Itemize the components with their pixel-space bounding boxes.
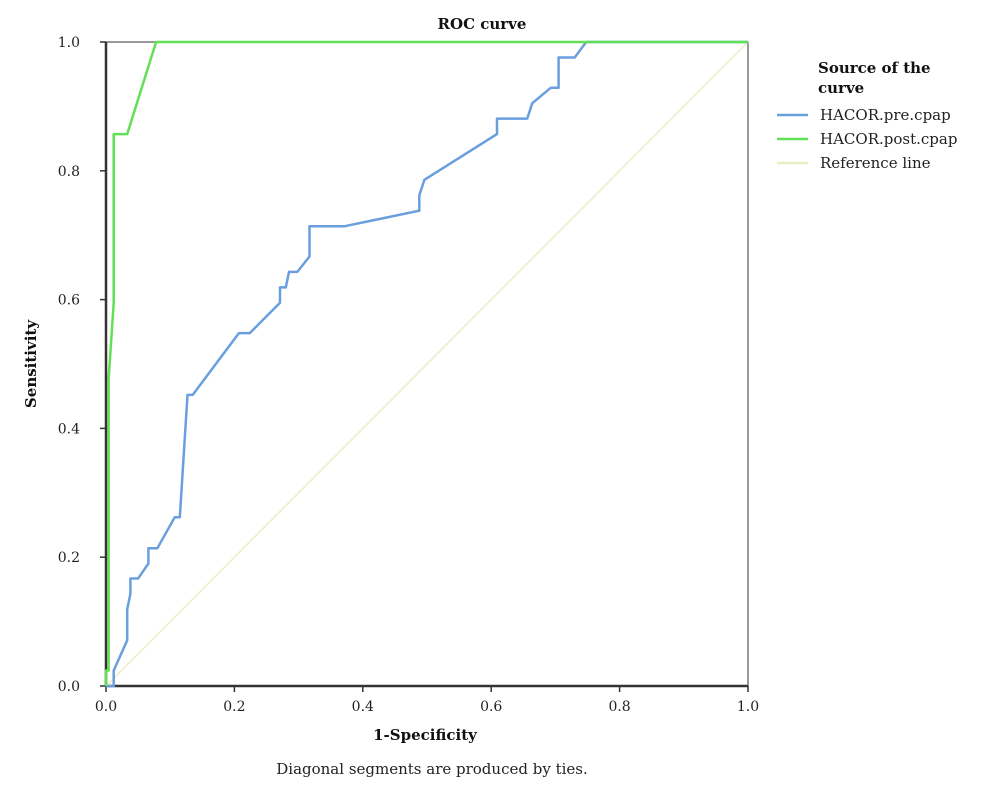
x-axis-label: 1-Specificity [373,726,478,744]
y-tick-label: 0.2 [58,550,80,566]
x-tick-label: 0.4 [352,699,374,715]
chart-footnote: Diagonal segments are produced by ties. [276,760,587,778]
x-tick-label: 0.8 [608,699,630,715]
y-tick-label: 0.0 [58,679,80,695]
legend-label-reference-line: Reference line [820,154,931,172]
series-line-reference-line [105,41,749,687]
series-line-hacor-post-cpap [104,40,748,686]
x-tick-label: 1.0 [737,699,759,715]
legend-title-line2: curve [818,79,864,97]
x-tick-label: 0.6 [480,699,502,715]
x-tick-label: 0.2 [223,699,245,715]
y-tick-label: 0.4 [58,421,80,437]
legend: Source of the curve HACOR.pre.cpap HACOR.… [777,59,957,172]
y-axis-label: Sensitivity [22,319,40,408]
series-line-hacor-pre-cpap [106,40,748,688]
y-tick-label: 1.0 [58,35,80,51]
plot-area: 0.0 0.2 0.4 0.6 0.8 1.0 0.0 0.2 0.4 0.6 0.8 1.0 [58,35,759,715]
y-tick-label: 0.8 [58,164,80,180]
y-tick-label: 0.6 [58,293,80,309]
chart-title: ROC curve [438,15,527,33]
legend-label-hacor-post-cpap: HACOR.post.cpap [820,130,957,148]
legend-label-hacor-pre-cpap: HACOR.pre.cpap [820,106,951,124]
legend-title-line1: Source of the [818,59,931,77]
x-tick-label: 0.0 [95,699,117,715]
